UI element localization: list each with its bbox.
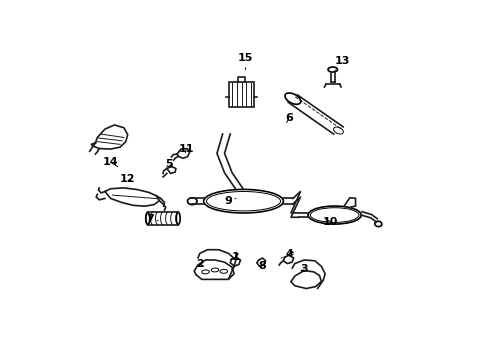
Text: 8: 8 [259, 261, 267, 271]
Text: 3: 3 [300, 264, 308, 274]
Text: 11: 11 [179, 144, 195, 153]
Text: 1: 1 [232, 252, 240, 262]
Bar [229, 82, 254, 107]
Text: 13: 13 [335, 56, 350, 71]
Text: 4: 4 [281, 249, 293, 259]
Text: 10: 10 [323, 217, 339, 227]
Text: 6: 6 [285, 113, 293, 123]
Text: 7: 7 [147, 214, 158, 224]
Text: 9: 9 [224, 196, 236, 206]
Text: 12: 12 [120, 174, 135, 184]
Text: 15: 15 [238, 53, 253, 69]
Text: 2: 2 [196, 258, 204, 269]
Text: 14: 14 [103, 157, 119, 167]
Text: 5: 5 [166, 159, 173, 169]
